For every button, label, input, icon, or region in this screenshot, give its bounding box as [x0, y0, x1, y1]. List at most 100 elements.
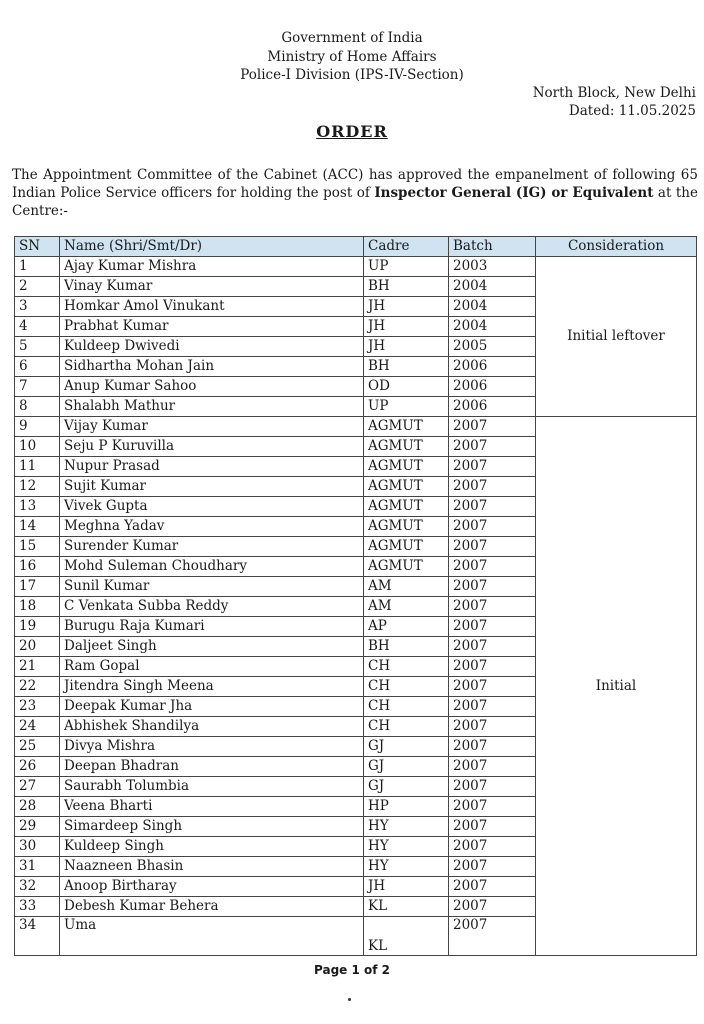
cell-name: Debesh Kumar Behera [59, 896, 364, 917]
cell-name: C Venkata Subba Reddy [59, 596, 364, 617]
table-row: 15 Surender Kumar AGMUT 2007 [14, 536, 697, 557]
cell-cadre: GJ [363, 756, 449, 777]
table-row: 5 Kuldeep Dwivedi JH 2005 [14, 336, 697, 357]
cell-name: Sujit Kumar [59, 476, 364, 497]
cell-cadre: HY [363, 836, 449, 857]
cell-cadre: HY [363, 856, 449, 877]
cell-sn: 10 [14, 436, 60, 457]
para-text-end: at the Centre:- [12, 185, 698, 219]
cell-cadre: AM [363, 596, 449, 617]
cell-sn: 18 [14, 596, 60, 617]
govt-line: Government of India [281, 30, 423, 46]
cell-name: Surender Kumar [59, 536, 364, 557]
cell-batch: 2007 [448, 756, 536, 777]
cell-sn: 15 [14, 536, 60, 557]
cell-sn: 34 [14, 916, 60, 956]
cell-name: Burugu Raja Kumari [59, 616, 364, 637]
cell-name: Seju P Kuruvilla [59, 436, 364, 457]
table-row: 9 Vijay Kumar AGMUT 2007 Initial [14, 416, 697, 956]
cell-cadre: JH [363, 316, 449, 337]
cell-batch: 2005 [448, 336, 536, 357]
cell-name: Homkar Amol Vinukant [59, 296, 364, 317]
cell-name: Kuldeep Singh [59, 836, 364, 857]
cell-name: Abhishek Shandilya [59, 716, 364, 737]
cell-sn: 4 [14, 316, 60, 337]
table-row: 10 Seju P Kuruvilla AGMUT 2007 [14, 436, 697, 457]
cell-sn: 23 [14, 696, 60, 717]
table-row: 28 Veena Bharti HP 2007 [14, 796, 697, 817]
cell-sn: 8 [14, 396, 60, 417]
header-cadre: Cadre [363, 236, 449, 257]
cell-sn: 26 [14, 756, 60, 777]
cell-name: Vinay Kumar [59, 276, 364, 297]
cell-batch: 2007 [448, 496, 536, 517]
cell-sn: 16 [14, 556, 60, 577]
place-line: North Block, New Delhi [532, 85, 696, 101]
cell-batch: 2007 [448, 736, 536, 757]
cell-sn: 13 [14, 496, 60, 517]
table-row: 19 Burugu Raja Kumari AP 2007 [14, 616, 697, 637]
cell-name: Nupur Prasad [59, 456, 364, 477]
cell-sn: 6 [14, 356, 60, 377]
cell-batch: 2007 [448, 836, 536, 857]
cell-batch: 2004 [448, 316, 536, 337]
cell-batch: 2007 [448, 556, 536, 577]
page-title: ORDER [316, 122, 388, 141]
cell-cadre: CH [363, 696, 449, 717]
cell-batch: 2007 [448, 876, 536, 897]
cell-sn: 11 [14, 456, 60, 477]
cell-name: Simardeep Singh [59, 816, 364, 837]
cell-name: Daljeet Singh [59, 636, 364, 657]
cell-sn: 12 [14, 476, 60, 497]
cell-cadre: CH [363, 676, 449, 697]
cell-name: Deepak Kumar Jha [59, 696, 364, 717]
cell-batch: 2007 [448, 456, 536, 477]
table-row: 34 Uma KL 2007 [14, 916, 697, 956]
date-line: Dated: 11.05.2025 [568, 103, 696, 119]
header-name: Name (Shri/Smt/Dr) [59, 236, 364, 257]
cell-batch: 2007 [448, 716, 536, 737]
cell-consideration: Initial leftover [535, 256, 697, 417]
cell-cadre: CH [363, 716, 449, 737]
table-row: 14 Meghna Yadav AGMUT 2007 [14, 516, 697, 537]
cell-batch: 2007 [448, 816, 536, 837]
table-row: 3 Homkar Amol Vinukant JH 2004 [14, 296, 697, 317]
cell-batch: 2007 [448, 616, 536, 637]
table-body: 1 Ajay Kumar Mishra UP 2003 Initial leftover… [14, 256, 697, 956]
table-row: 33 Debesh Kumar Behera KL 2007 [14, 896, 697, 917]
table-row: 4 Prabhat Kumar JH 2004 [14, 316, 697, 337]
cell-sn: 33 [14, 896, 60, 917]
cell-cadre: AGMUT [363, 516, 449, 537]
cell-cadre: GJ [363, 736, 449, 757]
cell-name: Divya Mishra [59, 736, 364, 757]
cell-batch: 2007 [448, 416, 536, 437]
para-text: The Appointment Committee of the Cabinet… [12, 167, 698, 201]
cell-cadre: KL [363, 916, 449, 956]
cell-batch: 2007 [448, 896, 536, 917]
cell-name: Anoop Birtharay [59, 876, 364, 897]
cell-batch: 2007 [448, 596, 536, 617]
cell-name: Ajay Kumar Mishra [59, 256, 364, 277]
cell-name: Ram Gopal [59, 656, 364, 677]
cell-sn: 30 [14, 836, 60, 857]
table-row: 27 Saurabh Tolumbia GJ 2007 [14, 776, 697, 797]
order-paragraph: The Appointment Committee of the Cabinet… [12, 166, 698, 220]
cell-batch: 2007 [448, 856, 536, 877]
cell-sn: 29 [14, 816, 60, 837]
cell-cadre: KL [363, 896, 449, 917]
cell-batch: 2007 [448, 776, 536, 797]
table-row: 24 Abhishek Shandilya CH 2007 [14, 716, 697, 737]
cell-cadre: AP [363, 616, 449, 637]
cell-batch: 2007 [448, 576, 536, 597]
cell-cadre: HP [363, 796, 449, 817]
cell-cadre: JH [363, 296, 449, 317]
cell-cadre: AGMUT [363, 476, 449, 497]
cell-cadre: GJ [363, 776, 449, 797]
cell-name: Saurabh Tolumbia [59, 776, 364, 797]
cell-name: Uma [59, 916, 364, 956]
cell-batch: 2007 [448, 636, 536, 657]
cell-sn: 17 [14, 576, 60, 597]
cell-name: Naazneen Bhasin [59, 856, 364, 877]
cell-sn: 19 [14, 616, 60, 637]
cell-sn: 14 [14, 516, 60, 537]
